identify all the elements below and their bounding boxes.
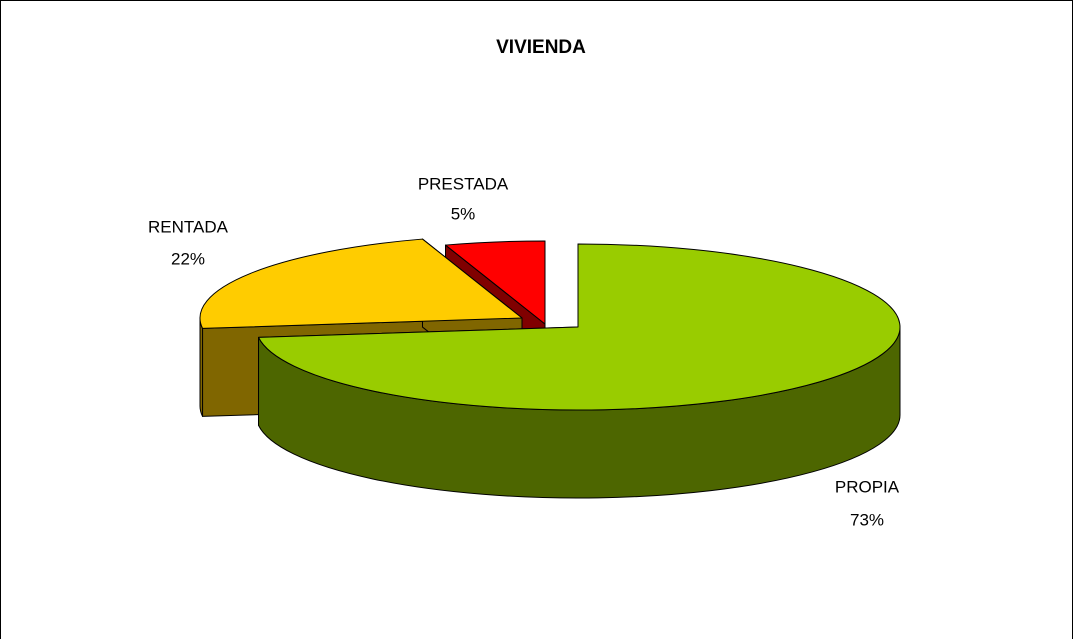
slice-value-label: 73% [850, 510, 884, 529]
chart-title: VIVIENDA [496, 37, 586, 58]
slice-top [199, 238, 523, 329]
slice-side [199, 317, 204, 417]
slice [258, 243, 901, 499]
slice-value-label: 5% [451, 204, 476, 223]
slice-label: PROPIA [835, 477, 900, 496]
slice-label: PRESTADA [418, 174, 509, 193]
pie [199, 238, 901, 499]
slice-top [444, 240, 546, 325]
slice-top [258, 243, 901, 411]
slice-label: RENTADA [148, 217, 229, 236]
slice-value-label: 22% [171, 249, 205, 268]
